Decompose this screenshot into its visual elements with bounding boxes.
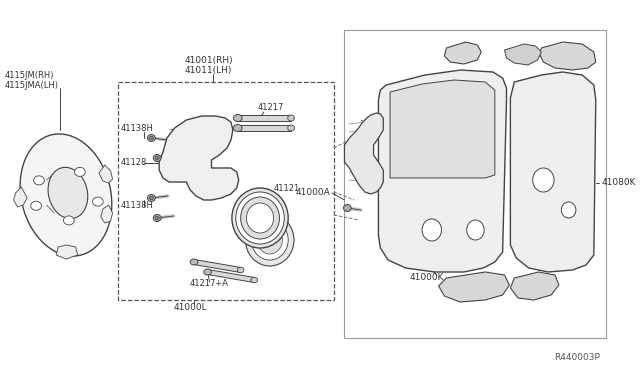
Ellipse shape	[154, 154, 161, 161]
Text: 4115JM(RH): 4115JM(RH)	[5, 71, 54, 80]
Bar	[118, 82, 334, 300]
Text: 41217+A: 41217+A	[189, 279, 228, 289]
Ellipse shape	[156, 216, 159, 220]
Polygon shape	[444, 42, 481, 64]
Bar	[237, 115, 291, 121]
Polygon shape	[48, 167, 88, 219]
Ellipse shape	[149, 136, 154, 140]
Ellipse shape	[288, 125, 294, 131]
Ellipse shape	[288, 115, 294, 121]
Text: 41138H: 41138H	[120, 124, 153, 132]
Polygon shape	[378, 70, 506, 272]
Polygon shape	[510, 72, 596, 272]
Text: 41217: 41217	[258, 103, 284, 112]
Text: 41138H: 41138H	[120, 201, 153, 209]
Ellipse shape	[190, 259, 198, 265]
Ellipse shape	[237, 267, 244, 273]
Polygon shape	[31, 201, 42, 210]
Ellipse shape	[344, 205, 351, 212]
Ellipse shape	[246, 214, 294, 266]
Polygon shape	[159, 116, 239, 200]
Polygon shape	[63, 216, 74, 225]
Text: 4115JMA(LH): 4115JMA(LH)	[5, 80, 59, 90]
Polygon shape	[390, 80, 495, 178]
Ellipse shape	[257, 226, 282, 254]
Polygon shape	[504, 44, 541, 65]
Bar	[207, 270, 255, 282]
Ellipse shape	[154, 215, 161, 221]
Ellipse shape	[236, 192, 284, 244]
Polygon shape	[101, 205, 113, 223]
Text: 41000A: 41000A	[295, 187, 330, 196]
Bar	[237, 125, 291, 131]
Text: 41080K: 41080K	[602, 177, 636, 186]
Polygon shape	[438, 272, 509, 302]
Ellipse shape	[561, 202, 576, 218]
Text: 41011(LH): 41011(LH)	[185, 65, 232, 74]
Text: 41000L: 41000L	[173, 304, 207, 312]
Ellipse shape	[147, 195, 156, 202]
Polygon shape	[93, 197, 103, 206]
Ellipse shape	[251, 277, 258, 283]
Ellipse shape	[422, 219, 442, 241]
Text: 41121: 41121	[274, 183, 300, 192]
Ellipse shape	[246, 203, 274, 233]
Polygon shape	[344, 113, 383, 194]
Polygon shape	[540, 42, 596, 70]
Polygon shape	[99, 165, 113, 183]
Ellipse shape	[532, 168, 554, 192]
Text: 41128: 41128	[120, 157, 147, 167]
Ellipse shape	[156, 156, 159, 160]
Bar	[194, 260, 241, 272]
Ellipse shape	[241, 197, 280, 239]
Polygon shape	[34, 176, 44, 185]
Polygon shape	[20, 134, 112, 256]
Ellipse shape	[467, 220, 484, 240]
Ellipse shape	[234, 115, 242, 122]
Ellipse shape	[252, 220, 288, 260]
Bar	[344, 30, 607, 338]
Polygon shape	[510, 272, 559, 300]
Polygon shape	[56, 245, 77, 259]
Text: R440003P: R440003P	[554, 353, 600, 362]
Text: 41001(RH): 41001(RH)	[184, 55, 233, 64]
Text: 41000K: 41000K	[410, 273, 444, 282]
Ellipse shape	[147, 135, 156, 141]
Ellipse shape	[234, 125, 242, 131]
Ellipse shape	[149, 196, 154, 200]
Polygon shape	[75, 167, 85, 176]
Polygon shape	[13, 187, 27, 207]
Ellipse shape	[232, 188, 288, 248]
Ellipse shape	[204, 269, 212, 275]
